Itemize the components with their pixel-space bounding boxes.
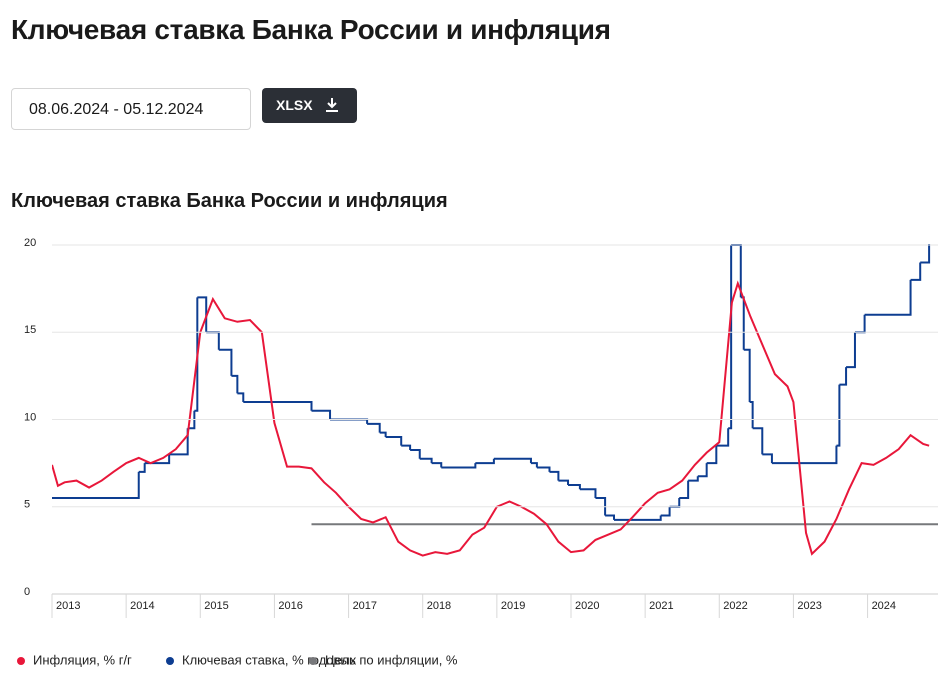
step-segment (910, 262, 922, 281)
step-segment (579, 488, 597, 499)
step-segment (52, 471, 140, 500)
page-title: Ключевая ставка Банка России и инфляция (11, 14, 611, 45)
step-segment (669, 498, 681, 508)
step-segment (197, 296, 208, 333)
step-segment (530, 462, 538, 468)
legend-marker (17, 657, 25, 665)
y-tick-label: 0 (24, 586, 30, 598)
step-segment (410, 449, 421, 459)
step-segment (706, 445, 718, 465)
step-segment (243, 401, 313, 411)
step-segment (311, 409, 332, 420)
step-segment (536, 466, 551, 472)
step-segment (836, 384, 841, 447)
step-segment (716, 428, 730, 447)
step-segment (379, 431, 387, 437)
y-tick-label: 5 (24, 499, 30, 511)
x-tick-label: 2020 (575, 600, 599, 612)
step-segment (854, 314, 866, 334)
step-segment (846, 332, 856, 369)
step-segment (401, 444, 412, 451)
step-segment (441, 463, 477, 469)
step-segment (679, 480, 690, 500)
x-tick-label: 2023 (797, 600, 821, 612)
step-segment (237, 392, 245, 403)
step-segment (660, 506, 671, 517)
step-segment (864, 279, 912, 316)
step-segment (419, 457, 433, 464)
step-segment (558, 479, 570, 485)
x-tick-label: 2013 (56, 600, 80, 612)
x-tick-label: 2022 (723, 600, 747, 612)
x-tick-label: 2018 (427, 600, 451, 612)
step-segment (206, 331, 220, 350)
legend-marker (309, 657, 317, 665)
legend-label: Цель по инфляции, % (325, 652, 458, 667)
legend-label: Инфляция, % г/г (33, 652, 132, 667)
y-tick-label: 20 (24, 237, 36, 249)
x-tick-label: 2024 (872, 600, 896, 612)
y-tick-label: 10 (24, 411, 36, 423)
x-tick-label: 2019 (501, 600, 525, 612)
step-segment (595, 497, 607, 516)
x-tick-label: 2021 (649, 600, 673, 612)
x-tick-label: 2014 (130, 600, 154, 612)
chart-title: Ключевая ставка Банка России и инфляция (11, 190, 448, 212)
step-segment (549, 470, 560, 481)
step-segment (231, 374, 239, 394)
step-segment (169, 428, 189, 456)
step-segment (697, 463, 708, 478)
x-tick-label: 2016 (278, 600, 302, 612)
step-segment (740, 296, 745, 350)
step-segment (605, 514, 615, 520)
step-segment (330, 418, 369, 424)
step-segment (743, 348, 751, 403)
x-tick-label: 2017 (353, 600, 377, 612)
step-segment (187, 410, 196, 430)
date-range-input[interactable]: 08.06.2024 - 05.12.2024 (11, 88, 251, 130)
x-tick-label: 2015 (204, 600, 228, 612)
step-segment (749, 401, 754, 429)
step-segment (771, 445, 838, 465)
step-segment (385, 435, 403, 446)
y-tick-label: 15 (24, 324, 36, 336)
step-segment (431, 462, 443, 468)
download-button[interactable]: XLSX (262, 88, 357, 123)
legend-marker (166, 657, 174, 665)
download-icon (326, 98, 338, 112)
button-label: XLSX (276, 97, 313, 113)
step-segment (762, 453, 773, 464)
step-segment (367, 422, 381, 433)
step-segment (920, 244, 931, 264)
step-segment (839, 367, 848, 386)
step-segment (194, 297, 199, 412)
step-segment (752, 427, 764, 455)
step-segment (568, 483, 581, 490)
step-segment (688, 476, 699, 482)
step-segment (475, 458, 495, 465)
step-segment (138, 463, 146, 473)
step-segment (493, 457, 532, 464)
step-segment (218, 348, 233, 376)
step-segment (613, 515, 662, 521)
